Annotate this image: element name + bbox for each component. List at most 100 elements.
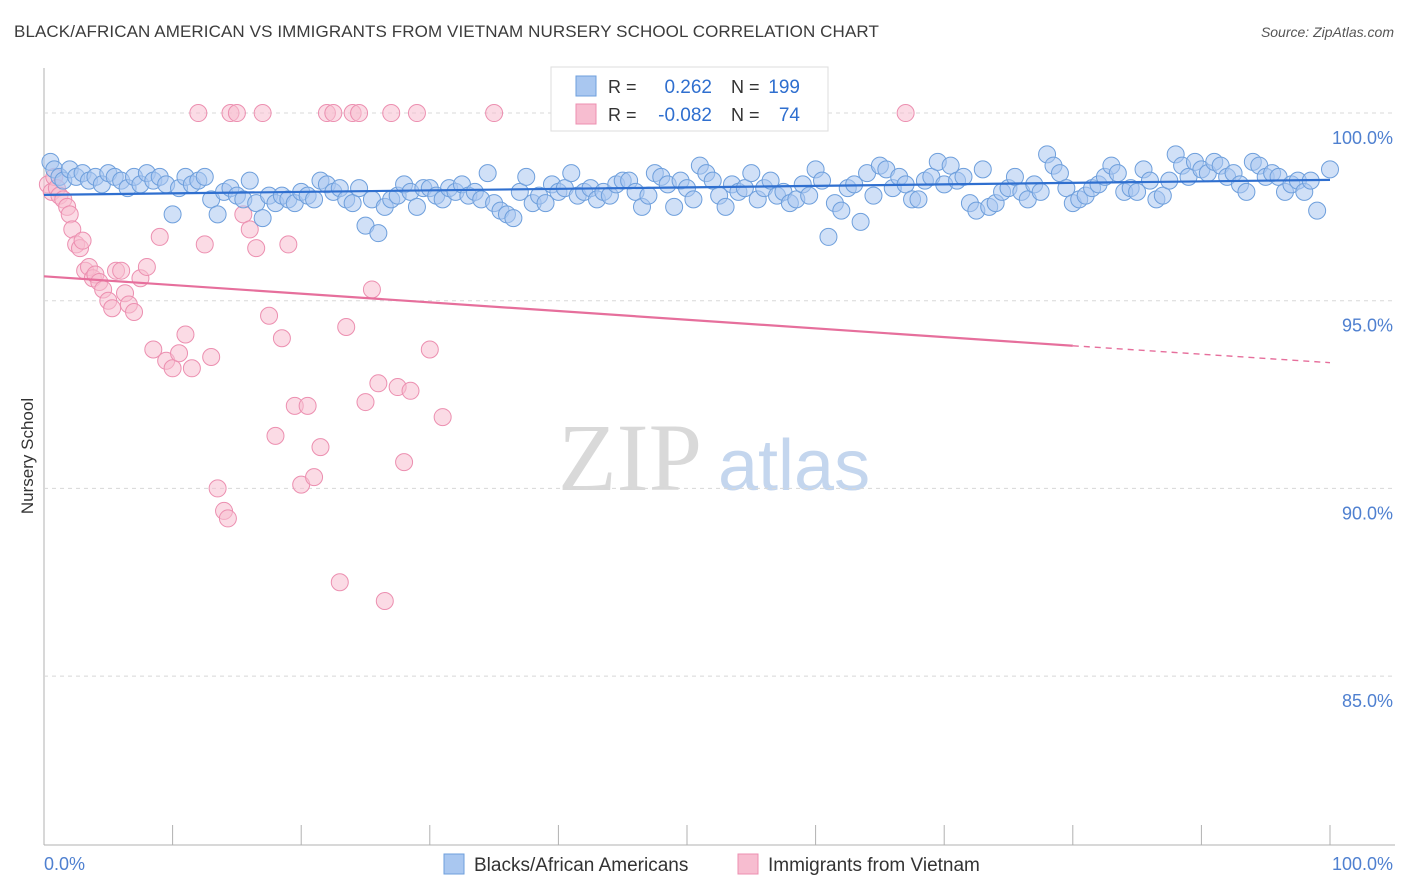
point-vietnam [176,325,195,344]
point-black [1140,171,1159,190]
point-black [1128,182,1147,201]
point-vietnam [112,261,131,280]
point-black [195,167,214,186]
point-black [562,164,581,183]
point-black [1108,164,1127,183]
y-tick-labels: 85.0% 90.0% 95.0% 100.0% [1332,128,1393,711]
point-vietnam [279,235,298,254]
point-black [941,156,960,175]
point-black [1050,164,1069,183]
watermark-zip: ZIP [558,404,702,511]
point-vietnam [137,257,156,276]
point-vietnam [896,104,915,123]
point-vietnam [350,104,369,123]
stats-legend: R = 0.262 N = 199 R = -0.082 N = 74 [550,66,829,132]
x-tick-label-max: 100.0% [1332,854,1393,874]
series-black-points [41,145,1339,246]
stats-r-value-blue: 0.262 [664,77,712,98]
point-black [973,160,992,179]
source-label: Source: ZipAtlas.com [1260,24,1394,40]
point-vietnam [433,408,452,427]
chart-title: BLACK/AFRICAN AMERICAN VS IMMIGRANTS FRO… [14,22,879,41]
point-black [1153,186,1172,205]
stats-legend-box [550,66,829,132]
legend-label-vietnam: Immigrants from Vietnam [768,855,980,876]
point-vietnam [485,104,504,123]
stats-n-label-blue: N = [731,77,760,97]
point-black [639,186,658,205]
point-black [800,186,819,205]
trend-lines [43,178,1331,364]
point-vietnam [272,329,291,348]
point-vietnam [189,104,208,123]
point-vietnam [324,104,343,123]
point-black [909,190,928,209]
trend-line-vietnam [43,275,1073,347]
point-black [716,197,735,216]
point-black [343,194,362,213]
series-vietnam-points [38,104,915,611]
point-vietnam [150,227,169,246]
y-tick-label: 100.0% [1332,128,1393,148]
y-tick-label: 85.0% [1342,691,1393,711]
point-black [240,171,259,190]
y-tick-label: 95.0% [1342,316,1393,336]
point-black [1321,160,1339,179]
point-vietnam [266,426,285,445]
stats-r-value-pink: -0.082 [658,105,712,126]
point-black [761,171,780,190]
point-black [819,227,838,246]
point-black [864,186,883,205]
point-vietnam [144,340,163,359]
point-vietnam [330,573,349,592]
trend-line-black [43,178,1331,196]
x-ticks [43,825,1331,845]
point-vietnam [253,104,272,123]
point-vietnam [195,235,214,254]
point-vietnam [401,381,420,400]
point-black [517,167,536,186]
point-black [208,205,227,224]
point-black [954,167,973,186]
point-vietnam [420,340,439,359]
point-vietnam [240,220,259,239]
point-vietnam [305,468,324,487]
point-black [369,224,388,243]
stats-n-value-blue: 199 [768,77,800,98]
point-vietnam [202,348,221,367]
point-black [253,209,272,228]
x-tick-label-min: 0.0% [44,854,85,874]
point-black [350,179,369,198]
legend-label-blacks: Blacks/African Americans [474,855,688,876]
point-black [703,171,722,190]
point-vietnam [73,231,92,250]
point-vietnam [298,396,317,415]
point-black [478,164,497,183]
point-vietnam [375,592,394,611]
point-black [684,190,703,209]
point-vietnam [369,374,388,393]
point-black [665,197,684,216]
stats-r-label-blue: R = [608,77,637,97]
point-black [742,164,761,183]
watermark-atlas: atlas [718,426,870,506]
stats-swatch-pink [575,103,597,125]
point-vietnam [356,393,375,412]
point-vietnam [182,359,201,378]
point-vietnam [260,306,279,325]
point-vietnam [227,104,246,123]
point-vietnam [382,104,401,123]
legend-swatch-vietnam [737,853,759,875]
point-vietnam [170,344,189,363]
y-axis-label: Nursery School [18,398,37,514]
point-black [407,197,426,216]
point-vietnam [125,302,144,321]
point-vietnam [163,359,182,378]
stats-r-label-pink: R = [608,105,637,125]
legend-swatch-blacks [443,853,465,875]
stats-n-value-pink: 74 [779,105,801,126]
point-black [735,179,754,198]
point-black [536,194,555,213]
point-vietnam [407,104,426,123]
